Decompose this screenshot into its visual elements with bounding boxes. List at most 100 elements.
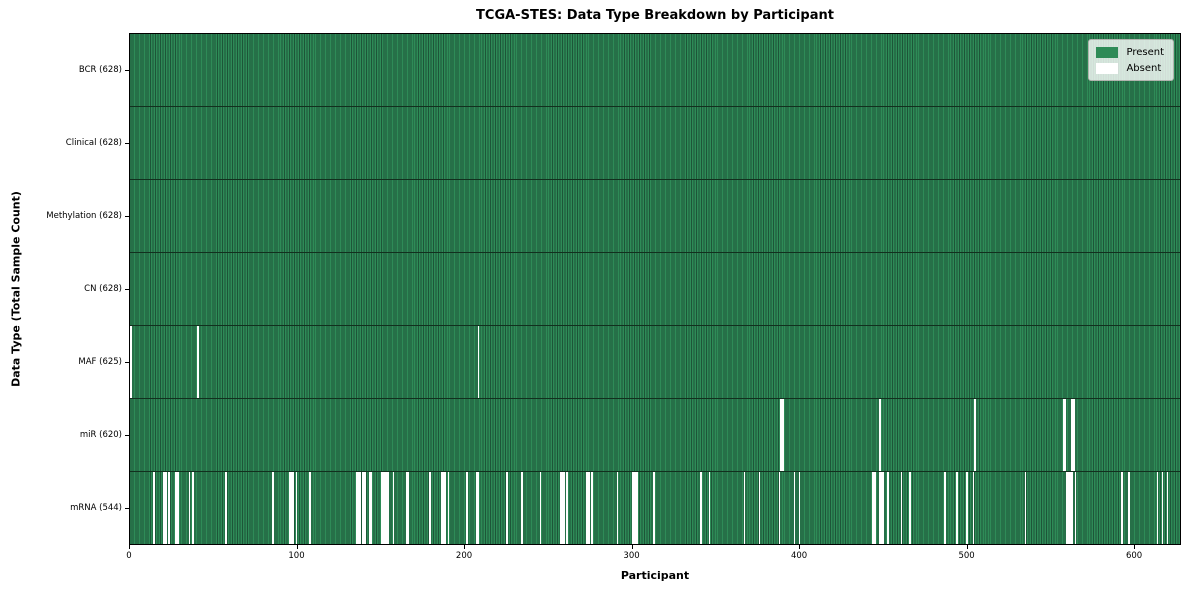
x-tick-label-300: 300 bbox=[623, 551, 640, 561]
absent-stripe bbox=[561, 472, 564, 544]
absent-stripe bbox=[295, 472, 298, 544]
absent-stripe bbox=[1066, 472, 1068, 544]
x-tick-label-500: 500 bbox=[958, 551, 975, 561]
absent-stripe bbox=[370, 472, 373, 544]
absent-stripe bbox=[191, 472, 194, 544]
absent-stripe bbox=[444, 472, 447, 544]
x-tick-mark bbox=[631, 545, 633, 549]
y-tick-mark bbox=[125, 70, 129, 71]
absent-stripe bbox=[1161, 472, 1164, 544]
x-tick-label-0: 0 bbox=[126, 551, 132, 561]
absent-stripe bbox=[872, 472, 875, 544]
absent-stripe bbox=[362, 472, 365, 544]
absent-stripe bbox=[1074, 472, 1077, 544]
x-tick-mark bbox=[799, 545, 801, 549]
heatmap-row-cn bbox=[130, 252, 1180, 325]
x-tick-label-400: 400 bbox=[790, 551, 808, 561]
absent-stripe bbox=[743, 472, 746, 544]
absent-stripe bbox=[466, 472, 468, 544]
absent-stripe bbox=[392, 472, 395, 544]
heatmap-row-methylation bbox=[130, 179, 1180, 252]
y-tick-mark bbox=[125, 362, 129, 363]
legend-swatch-absent-icon bbox=[1096, 62, 1119, 74]
absent-stripe bbox=[588, 472, 590, 544]
y-tick-mark bbox=[125, 143, 129, 144]
absent-stripe bbox=[616, 472, 619, 544]
absent-stripe bbox=[780, 399, 783, 471]
absent-stripe bbox=[407, 472, 410, 544]
y-tick-mark bbox=[125, 216, 129, 217]
absent-stripe bbox=[782, 399, 784, 471]
y-tick-label-cn: CN (628) bbox=[84, 284, 122, 294]
legend: Present Absent bbox=[1088, 39, 1174, 81]
y-tick-mark bbox=[125, 289, 129, 290]
heatmap-row-mir bbox=[130, 398, 1180, 471]
absent-stripe bbox=[364, 472, 366, 544]
absent-stripe bbox=[292, 472, 294, 544]
x-tick-mark bbox=[1134, 545, 1136, 549]
absent-stripe bbox=[225, 472, 227, 544]
plot-area: Present Absent bbox=[129, 33, 1181, 545]
absent-stripe bbox=[1071, 399, 1073, 471]
absent-stripe bbox=[566, 472, 569, 544]
absent-stripe bbox=[359, 472, 361, 544]
x-tick-mark bbox=[966, 545, 968, 549]
absent-stripe bbox=[477, 326, 480, 398]
absent-stripe bbox=[380, 472, 383, 544]
absent-stripe bbox=[1067, 472, 1070, 544]
absent-stripe bbox=[955, 472, 958, 544]
absent-stripe bbox=[175, 472, 177, 544]
absent-stripe bbox=[1069, 472, 1072, 544]
absent-stripe bbox=[130, 326, 132, 398]
absent-stripe bbox=[1166, 472, 1169, 544]
y-tick-label-mir: miR (620) bbox=[79, 430, 122, 441]
absent-stripe bbox=[272, 472, 274, 544]
absent-stripe bbox=[634, 472, 637, 544]
chart-title: TCGA-STES: Data Type Breakdown by Partic… bbox=[476, 8, 834, 23]
absent-stripe bbox=[168, 472, 171, 544]
y-tick-label-maf: MAF (625) bbox=[78, 357, 122, 368]
absent-stripe bbox=[384, 472, 386, 544]
absent-stripe bbox=[385, 472, 388, 544]
absent-stripe bbox=[972, 472, 975, 544]
absent-stripe bbox=[1128, 472, 1130, 544]
absent-stripe bbox=[176, 472, 179, 544]
absent-stripe bbox=[476, 472, 478, 544]
absent-stripe bbox=[944, 472, 946, 544]
x-tick-label-100: 100 bbox=[288, 551, 305, 561]
absent-stripe bbox=[700, 472, 702, 544]
absent-stripe bbox=[442, 472, 445, 544]
absent-stripe bbox=[631, 472, 634, 544]
x-tick-mark bbox=[464, 545, 466, 549]
absent-stripe bbox=[1064, 399, 1067, 471]
absent-stripe bbox=[586, 472, 589, 544]
legend-item-absent: Absent bbox=[1096, 60, 1164, 76]
y-tick-mark bbox=[125, 435, 129, 436]
absent-stripe bbox=[559, 472, 562, 544]
absent-stripe bbox=[1024, 472, 1027, 544]
absent-stripe bbox=[405, 472, 408, 544]
heatmap-row-maf bbox=[130, 325, 1180, 398]
y-tick-label-methylation: Methylation (628) bbox=[46, 210, 122, 221]
absent-stripe bbox=[900, 472, 903, 544]
x-tick-mark bbox=[129, 545, 130, 549]
absent-stripe bbox=[387, 472, 390, 544]
absent-stripe bbox=[477, 472, 480, 544]
absent-stripe bbox=[506, 472, 508, 544]
absent-stripe bbox=[308, 472, 311, 544]
absent-stripe bbox=[357, 472, 360, 544]
absent-stripe bbox=[563, 472, 565, 544]
absent-stripe bbox=[196, 326, 199, 398]
absent-stripe bbox=[1121, 472, 1124, 544]
absent-stripe bbox=[974, 399, 977, 471]
absent-stripe bbox=[382, 472, 385, 544]
absent-stripe bbox=[882, 472, 885, 544]
absent-stripe bbox=[440, 472, 443, 544]
absent-stripe bbox=[758, 472, 761, 544]
absent-stripe bbox=[355, 472, 358, 544]
y-tick-label-clinical: Clinical (628) bbox=[65, 137, 122, 148]
absent-stripe bbox=[447, 472, 450, 544]
absent-stripe bbox=[708, 472, 711, 544]
legend-item-present: Present bbox=[1096, 44, 1164, 60]
